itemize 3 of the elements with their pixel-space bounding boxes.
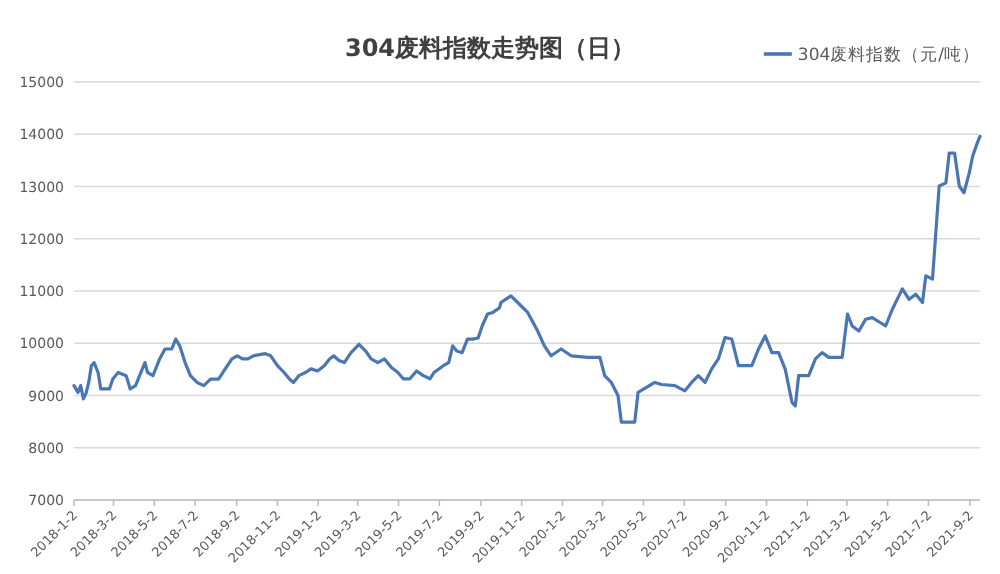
chart-title: 304废料指数走势图（日） [344,34,636,62]
legend-label: 304废料指数（元/吨） [797,44,980,66]
line-series [72,134,982,424]
